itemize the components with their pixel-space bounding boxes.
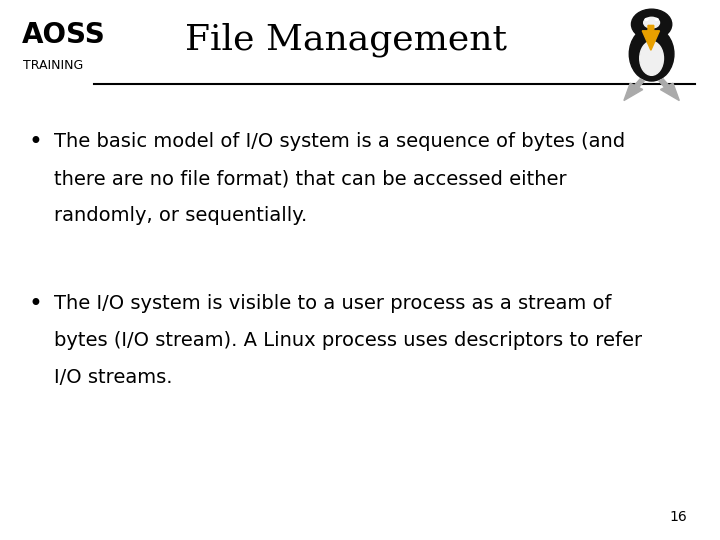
Text: there are no file format) that can be accessed either: there are no file format) that can be ac…	[54, 169, 567, 188]
Text: bytes (I/O stream). A Linux process uses descriptors to refer: bytes (I/O stream). A Linux process uses…	[54, 331, 642, 350]
Text: randomly, or sequentially.: randomly, or sequentially.	[54, 206, 307, 225]
Text: I/O streams.: I/O streams.	[54, 368, 173, 387]
Circle shape	[631, 9, 672, 39]
FancyArrow shape	[624, 79, 644, 100]
Text: TRAINING: TRAINING	[23, 59, 84, 72]
Text: File Management: File Management	[184, 22, 507, 57]
Ellipse shape	[629, 27, 674, 81]
Text: •: •	[29, 130, 42, 153]
Text: AOSS: AOSS	[22, 21, 105, 49]
Text: •: •	[29, 292, 42, 315]
Text: The I/O system is visible to a user process as a stream of: The I/O system is visible to a user proc…	[54, 294, 611, 313]
Ellipse shape	[640, 42, 664, 75]
Text: 16: 16	[670, 510, 688, 524]
Ellipse shape	[644, 17, 660, 28]
Circle shape	[654, 18, 659, 21]
Circle shape	[644, 18, 649, 21]
FancyArrow shape	[642, 25, 660, 50]
FancyArrow shape	[659, 79, 679, 100]
Text: The basic model of I/O system is a sequence of bytes (and: The basic model of I/O system is a seque…	[54, 132, 625, 151]
